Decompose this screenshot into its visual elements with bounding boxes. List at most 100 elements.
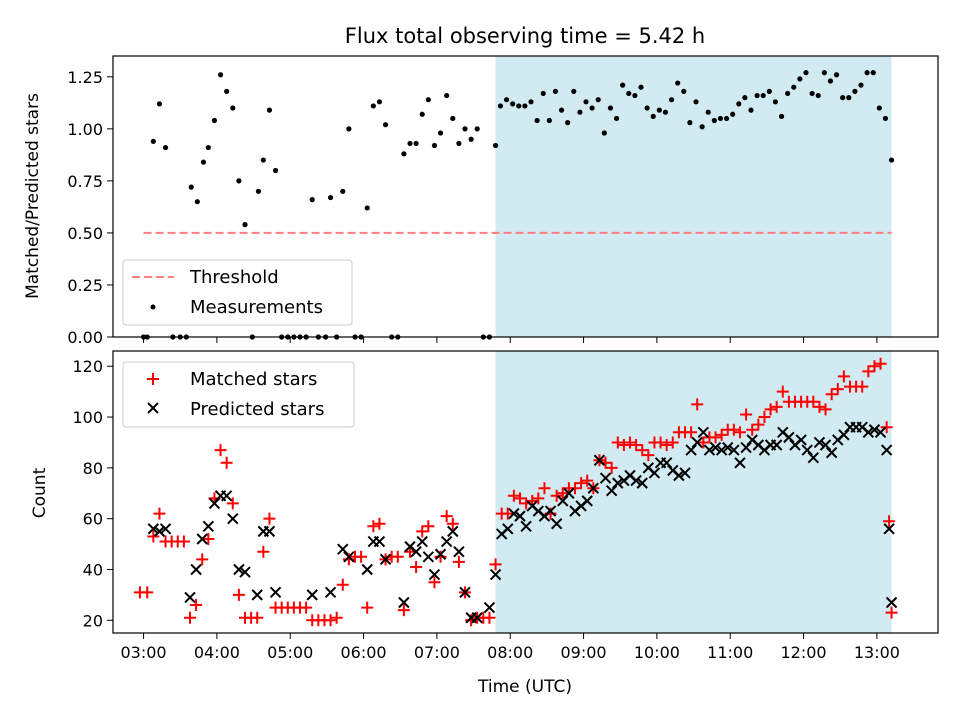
- matched-point: [709, 431, 722, 444]
- matched-point: [416, 525, 429, 538]
- x-tick-label: 06:00: [341, 643, 387, 662]
- measurement-point: [723, 115, 730, 122]
- predicted-point: [630, 474, 642, 487]
- measurement-point: [656, 107, 662, 113]
- measurement-point: [497, 103, 504, 109]
- matched-point: [575, 477, 588, 490]
- predicted-point: [825, 446, 838, 459]
- matched-point: [483, 611, 496, 624]
- predicted-point: [514, 510, 526, 522]
- top-y-axis-label: Matched/Predicted stars: [23, 93, 43, 299]
- bottom-y-tick-label: 120: [72, 357, 103, 376]
- predicted-point: [874, 426, 887, 439]
- measurement-point: [644, 105, 650, 111]
- matched-point: [807, 395, 820, 408]
- x-tick-label: 05:00: [267, 643, 313, 662]
- measurement-point: [503, 97, 510, 103]
- predicted-point: [734, 457, 746, 469]
- matched-point: [636, 444, 649, 457]
- matched-point: [642, 449, 655, 462]
- measurement-point: [699, 124, 705, 130]
- matched-point: [776, 385, 789, 398]
- top-y-tick-label: 0.50: [67, 224, 103, 243]
- measurement-point: [858, 82, 864, 88]
- measurement-point: [327, 194, 334, 201]
- legend-measurements-swatch: [150, 304, 156, 310]
- measurement-point: [346, 126, 352, 132]
- matched-point: [660, 439, 673, 451]
- matched-point: [630, 439, 643, 451]
- predicted-point: [605, 485, 618, 497]
- top-legend: Threshold Measurements: [122, 259, 353, 326]
- bottom-y-tick-label: 60: [83, 510, 103, 529]
- matched-point: [837, 370, 850, 383]
- predicted-point: [343, 551, 355, 563]
- measurement-point: [510, 101, 516, 107]
- matched-point: [324, 614, 337, 627]
- predicted-point: [740, 441, 752, 454]
- measurement-point: [589, 105, 595, 111]
- matched-point: [556, 487, 569, 500]
- matched-point: [581, 474, 594, 487]
- bottom-legend: Matched stars Predicted stars: [122, 361, 355, 428]
- measurement-point: [846, 95, 852, 101]
- measurement-point: [882, 115, 889, 122]
- measurement-point: [748, 107, 754, 113]
- matched-point: [141, 586, 154, 599]
- predicted-point: [447, 525, 459, 538]
- predicted-point: [550, 518, 563, 530]
- x-tick-label: 11:00: [707, 643, 753, 662]
- matched-point: [740, 408, 753, 421]
- measurement-point: [419, 111, 425, 117]
- predicted-point: [361, 563, 373, 576]
- predicted-point: [880, 444, 893, 456]
- predicted-point: [587, 482, 600, 494]
- predicted-point: [416, 535, 428, 548]
- top-legend-box: [122, 259, 353, 326]
- predicted-point: [410, 545, 422, 558]
- predicted-point: [883, 523, 895, 535]
- predicted-point: [147, 523, 160, 535]
- predicted-point: [379, 553, 392, 566]
- measurement-point: [260, 157, 266, 163]
- measurement-point: [492, 142, 499, 149]
- x-tick-label: 12:00: [781, 643, 827, 662]
- measurement-point: [565, 120, 571, 126]
- predicted-point: [838, 429, 850, 441]
- matched-point: [507, 489, 520, 502]
- matched-point: [813, 400, 826, 413]
- matched-point: [202, 533, 215, 545]
- predicted-point: [263, 525, 276, 538]
- matched-point: [367, 520, 380, 533]
- matched-point: [428, 576, 441, 589]
- measurement-point: [474, 126, 480, 132]
- measurement-point: [516, 103, 522, 109]
- matched-point: [691, 398, 704, 411]
- matched-point: [825, 388, 838, 401]
- bottom-y-tick-label: 20: [83, 611, 103, 630]
- predicted-point: [483, 601, 496, 614]
- measurement-point: [230, 105, 236, 111]
- measurement-point: [620, 82, 626, 88]
- measurement-point: [309, 197, 315, 203]
- predicted-point: [251, 589, 263, 601]
- matched-point: [226, 497, 239, 510]
- matched-point: [422, 520, 435, 533]
- predicted-point: [593, 454, 606, 466]
- matched-point: [391, 550, 404, 563]
- matched-point: [617, 439, 630, 451]
- predicted-point: [202, 520, 215, 533]
- predicted-point: [471, 612, 483, 624]
- matched-point: [764, 403, 777, 416]
- measurement-point: [571, 88, 577, 94]
- measurement-point: [450, 115, 456, 122]
- measurement-point: [766, 88, 772, 94]
- measurement-point: [595, 97, 601, 103]
- matched-point: [190, 599, 203, 612]
- matched-point: [880, 421, 893, 434]
- measurement-point: [431, 142, 438, 149]
- matched-point: [685, 426, 698, 439]
- measurement-point: [754, 92, 760, 99]
- legend-threshold-label: Threshold: [189, 267, 279, 288]
- matched-point: [196, 553, 209, 566]
